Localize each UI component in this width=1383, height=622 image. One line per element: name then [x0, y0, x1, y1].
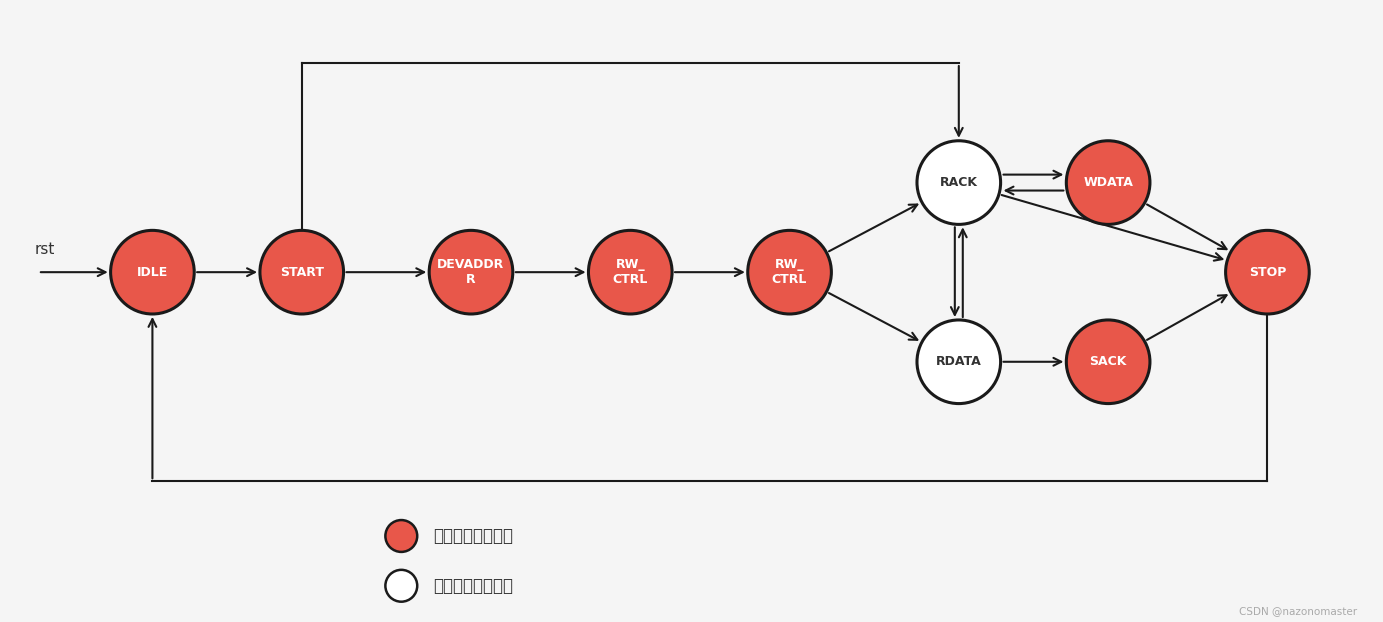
Text: RACK: RACK	[940, 176, 978, 189]
Circle shape	[429, 230, 513, 314]
Text: START: START	[279, 266, 324, 279]
Text: RDATA: RDATA	[936, 355, 982, 368]
Text: CSDN @nazonomaster: CSDN @nazonomaster	[1239, 606, 1357, 616]
Text: RW_
CTRL: RW_ CTRL	[613, 258, 649, 286]
Circle shape	[588, 230, 672, 314]
Circle shape	[386, 570, 418, 601]
Text: WDATA: WDATA	[1083, 176, 1133, 189]
Text: RW_
CTRL: RW_ CTRL	[772, 258, 808, 286]
Circle shape	[748, 230, 831, 314]
Text: IDLE: IDLE	[137, 266, 169, 279]
Circle shape	[1066, 320, 1149, 404]
Text: STOP: STOP	[1249, 266, 1286, 279]
Circle shape	[1225, 230, 1310, 314]
Circle shape	[386, 520, 418, 552]
Text: 表示主机控制总线: 表示主机控制总线	[433, 527, 513, 545]
Text: rst: rst	[35, 242, 55, 258]
Circle shape	[917, 320, 1001, 404]
Text: 表示从机控制总线: 表示从机控制总线	[433, 577, 513, 595]
Circle shape	[111, 230, 194, 314]
Circle shape	[917, 141, 1001, 225]
Circle shape	[260, 230, 343, 314]
Text: DEVADDR
R: DEVADDR R	[437, 258, 505, 286]
Text: SACK: SACK	[1090, 355, 1127, 368]
Circle shape	[1066, 141, 1149, 225]
